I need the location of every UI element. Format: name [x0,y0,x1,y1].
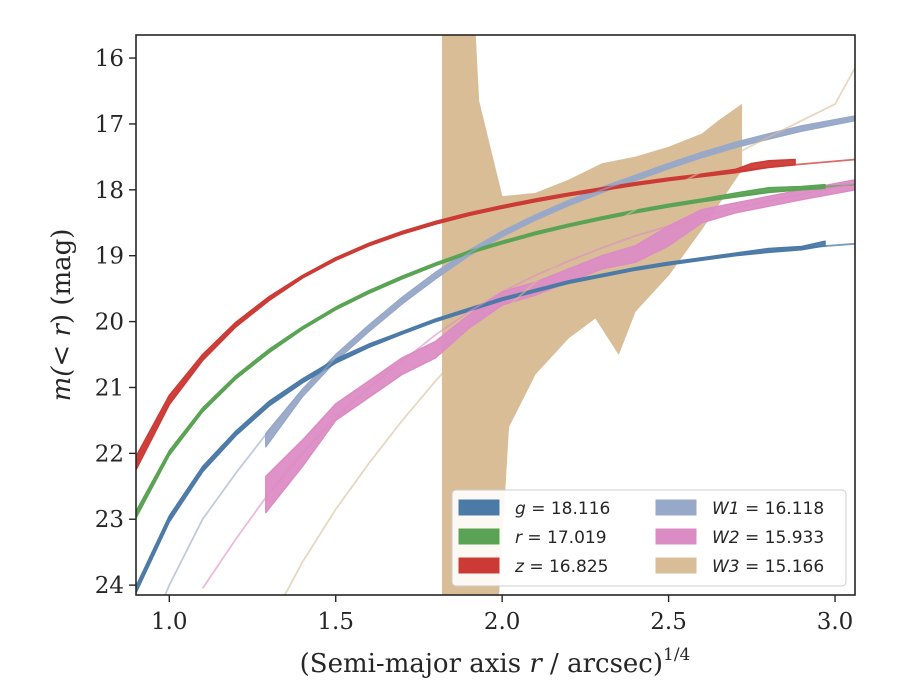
y-tick-label: 20 [95,310,124,336]
legend-value: = 17.019 [522,528,607,548]
model-w2 [201,182,855,589]
y-axis-label-pre: m( [47,366,77,402]
x-axis-label-part: / arcsec) [542,649,663,679]
legend-value: = 15.933 [740,528,825,548]
legend-band: z [514,557,525,577]
legend-value: = 16.118 [740,499,825,519]
plot-area [136,35,855,595]
legend-band: r [515,528,523,548]
x-ticks: 1.0 1.5 2.0 2.5 3.0 [151,595,853,635]
y-tick-label: 21 [95,375,124,401]
y-axis-label-post: ) (mag) [47,229,77,325]
y-tick-label: 22 [95,441,124,467]
x-axis-label-text: (Semi-major axis r / arcsec) [300,649,663,679]
x-tick-label: 2.0 [484,609,521,635]
model-z [136,158,855,464]
band-w2 [265,179,855,514]
y-tick-label: 19 [95,244,124,270]
y-tick-label: 23 [95,507,124,533]
legend-label-w2: W2 = 15.933 [712,528,824,548]
legend-label-w3: W3 = 15.166 [712,557,824,577]
legend-swatch-r [458,528,500,545]
legend-band: W2 [712,528,740,548]
model-g [136,242,855,593]
y-tick-label: 18 [95,178,124,204]
y-tick-label: 17 [95,112,124,138]
model-w3 [283,67,855,595]
y-tick-label: 24 [95,573,124,599]
model-r [136,183,855,517]
model-w1 [164,117,855,595]
legend-label-g: g = 18.116 [515,499,610,519]
models-layer [136,67,855,595]
legend-value: = 15.166 [740,557,825,577]
legend-swatch-z [458,557,500,574]
legend-swatch-w1 [655,499,697,516]
y-axis-label: m(< r) (mag) [47,229,77,402]
legend-value: = 18.116 [526,499,611,519]
legend-band: W1 [712,499,740,519]
legend-swatch-g [458,499,500,516]
legend-box [451,489,847,587]
x-tick-label: 1.5 [317,609,354,635]
band-r [136,183,826,519]
legend-band: g [515,499,526,519]
legend-label-r: r = 17.019 [515,528,607,548]
x-tick-label: 1.0 [151,609,188,635]
legend-value: = 16.825 [524,557,609,577]
legend-band: W3 [712,557,740,577]
legend-swatch-w2 [655,528,697,545]
y-ticks: 16 17 18 19 20 21 22 23 24 [95,46,136,599]
x-tick-label: 2.5 [650,609,687,635]
x-axis-label-exponent: 1/4 [663,645,690,665]
legend-label-z: z = 16.825 [514,557,608,577]
legend-swatch-w3 [655,557,697,574]
y-tick-label: 16 [95,46,124,72]
x-axis-label-italic: r [529,649,543,679]
x-axis-label-part: (Semi-major axis [300,649,530,679]
y-axis-label-math: < r [47,323,77,367]
plot-frame [135,34,856,596]
legend-label-w1: W1 = 16.118 [712,499,824,519]
x-tick-label: 3.0 [817,609,854,635]
x-axis-label: (Semi-major axis r / arcsec)1/4 [300,645,691,679]
